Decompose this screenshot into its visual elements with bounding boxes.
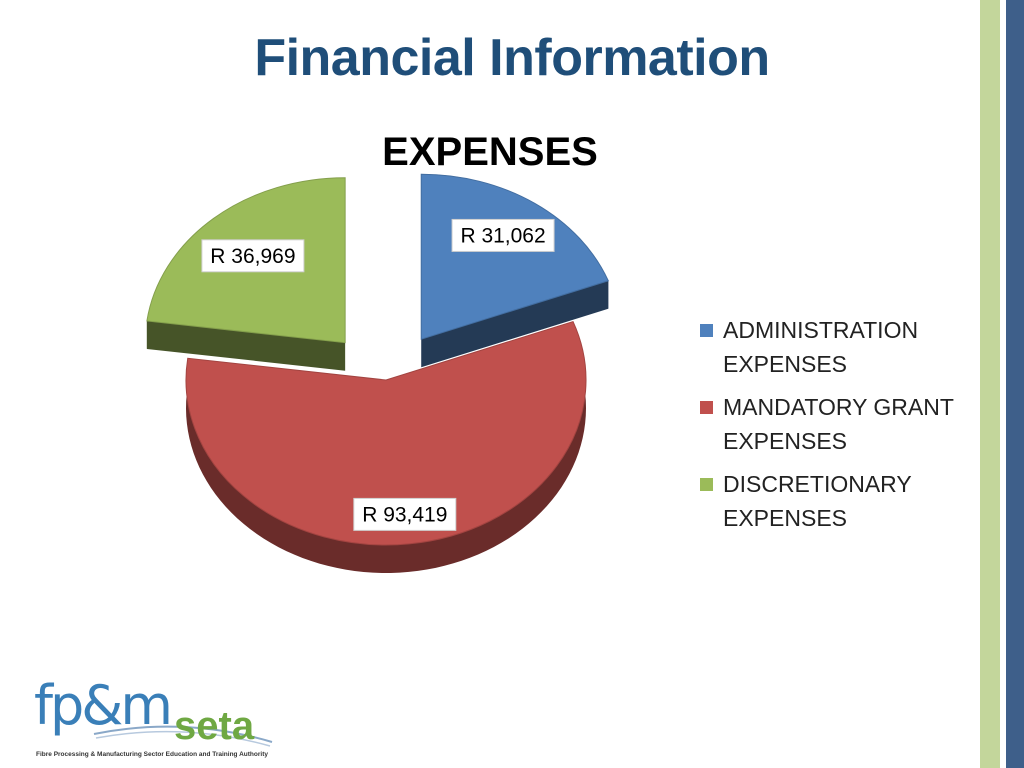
pie-slice-mandatory-grant [185,320,587,546]
legend-item-mandatory-grant: MANDATORY GRANT EXPENSES [700,390,980,458]
data-label-mandatory-grant: R 93,419 [353,497,457,531]
pie-radial-wall-discretionary-0 [146,320,346,371]
decorative-strip-dark [1006,0,1024,768]
legend-label-mandatory-grant: MANDATORY GRANT EXPENSES [723,394,954,454]
data-label-text-administration: R 31,062 [460,224,545,247]
decorative-strip-light [980,0,1000,768]
legend-swatch-discretionary [700,478,713,491]
legend-item-administration: ADMINISTRATION EXPENSES [700,313,980,381]
page-title: Financial Information [254,29,770,87]
legend-swatch-administration [700,324,713,337]
logo-seta-text: seta [174,704,255,748]
data-label-discretionary: R 36,969 [201,239,305,273]
chart-title: EXPENSES [382,130,598,174]
legend-item-discretionary: DISCRETIONARY EXPENSES [700,467,980,535]
legend-swatch-mandatory-grant [700,401,713,414]
logo-tagline: Fibre Processing & Manufacturing Sector … [36,751,268,758]
legend-label-administration: ADMINISTRATION EXPENSES [723,317,919,377]
data-label-text-discretionary: R 36,969 [210,245,295,268]
pie-slice-administration [420,173,609,340]
chart-legend: ADMINISTRATION EXPENSES MANDATORY GRANT … [700,313,980,544]
logo-fpm-text: fp&m [34,674,173,737]
fpm-seta-logo: fp&m seta Fibre Processing & Manufacturi… [34,674,274,762]
logo-swoosh [93,725,273,747]
data-label-administration: R 31,062 [451,218,555,252]
data-label-text-mandatory-grant: R 93,419 [362,503,447,526]
legend-label-discretionary: DISCRETIONARY EXPENSES [723,471,912,531]
data-label-box-mandatory-grant [353,497,457,531]
data-label-box-discretionary [201,239,305,273]
data-label-box-administration [451,218,555,252]
pie-radial-wall-administration-1 [421,280,609,368]
